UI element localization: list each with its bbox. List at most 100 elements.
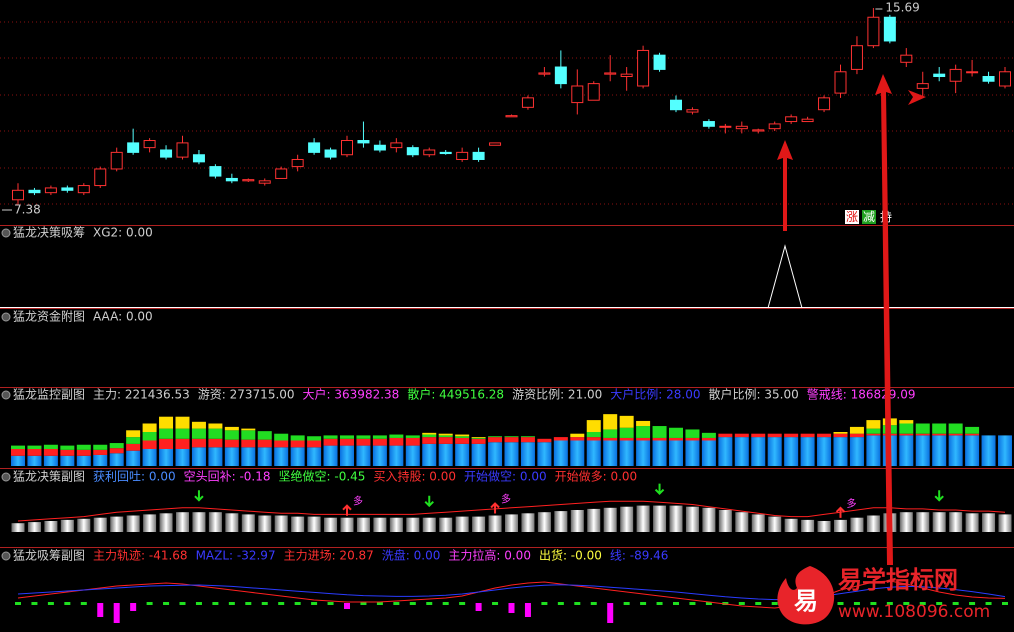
stack-segment <box>866 428 881 434</box>
sell-arrow <box>654 483 665 496</box>
stack-segment <box>866 420 881 429</box>
stack-segment <box>290 447 305 466</box>
stack-segment <box>438 435 453 438</box>
panel-icon <box>1 390 11 400</box>
flow-bar <box>393 602 400 605</box>
sell-arrow <box>194 490 204 502</box>
candle-body <box>242 179 255 182</box>
flow-bar <box>311 602 318 605</box>
stack-segment <box>142 440 157 449</box>
stack-segment <box>43 444 58 449</box>
panel-title: 猛龙决策副图 <box>13 470 85 484</box>
stack-segment <box>701 432 716 438</box>
stack-segment <box>899 420 914 424</box>
indicator-value: 主力进场: 20.87 <box>284 549 374 563</box>
stack-segment <box>915 423 930 434</box>
stack-segment <box>93 444 108 450</box>
stack-segment <box>323 435 338 439</box>
candle-body <box>308 142 321 153</box>
stack-segment <box>586 437 601 441</box>
stack-segment <box>800 433 815 438</box>
trend-bar <box>274 515 288 532</box>
stack-segment <box>504 442 519 466</box>
flow-bar <box>475 603 482 611</box>
flow-bar <box>771 602 778 605</box>
stack-segment <box>520 442 535 466</box>
candle-body <box>933 73 946 78</box>
trend-bar <box>356 517 370 532</box>
trend-bar <box>60 519 74 532</box>
stack-segment <box>142 432 157 441</box>
trend-bar <box>998 514 1012 532</box>
stack-segment <box>455 443 470 466</box>
stack-segment <box>603 414 618 430</box>
flow-bar <box>146 602 153 605</box>
site-name: 易学指标网 <box>838 566 958 594</box>
trend-bar <box>143 514 157 532</box>
stack-segment <box>372 435 387 439</box>
stack-segment <box>619 427 634 438</box>
flow-bar <box>607 603 614 623</box>
candle-body <box>324 149 337 158</box>
candle-body <box>225 177 238 182</box>
flow-bar <box>524 603 531 617</box>
flow-bar <box>705 602 712 605</box>
trend-bar <box>389 517 403 532</box>
indicator-value: 开始做多: 0.00 <box>555 469 638 484</box>
trend-bar <box>225 513 239 532</box>
stack-segment <box>224 439 239 448</box>
trend-bar <box>241 514 255 532</box>
stack-segment <box>422 437 437 444</box>
stack-segment <box>471 438 486 444</box>
stack-segment <box>27 445 42 449</box>
indicator-value: 获利回吐: 0.00 <box>93 470 176 484</box>
trend-bar <box>982 513 996 532</box>
buy-label: 多 <box>353 495 363 508</box>
trend-bar <box>126 515 140 532</box>
stack-segment <box>965 426 980 434</box>
stack-segment <box>274 433 289 441</box>
flow-bar <box>508 603 515 613</box>
flow-bar <box>294 602 301 605</box>
stack-segment <box>800 437 815 466</box>
indicator-value: 散户: 449516.28 <box>407 387 504 402</box>
trend-bar <box>768 516 782 532</box>
candle-body <box>768 123 781 130</box>
flow-bar <box>574 602 581 605</box>
trend-bar <box>949 512 963 532</box>
flow-bar <box>47 602 54 605</box>
candle-body <box>966 71 979 74</box>
flow-bar <box>228 602 235 605</box>
flow-bar <box>738 602 745 605</box>
trend-bar <box>817 521 831 532</box>
candle-body <box>752 129 765 132</box>
stack-segment <box>224 447 239 466</box>
flow-bar <box>492 602 499 605</box>
stack-segment <box>323 438 338 446</box>
stack-segment <box>553 440 568 466</box>
stack-segment <box>175 438 190 449</box>
indicator-value: 游资比例: 21.00 <box>512 388 602 402</box>
stack-segment <box>389 445 404 466</box>
stack-segment <box>636 440 651 466</box>
stack-segment <box>208 438 223 448</box>
annotation-arrows <box>777 74 926 565</box>
stack-segment <box>751 437 766 466</box>
stack-segment <box>93 449 108 455</box>
stack-segment <box>191 438 206 448</box>
stack-segment <box>405 445 420 466</box>
stack-segment <box>751 433 766 438</box>
stack-segment <box>866 435 881 466</box>
stack-segment <box>224 426 239 431</box>
stack-segment <box>767 433 782 438</box>
trend-bar <box>291 516 305 532</box>
candle-body <box>176 142 189 158</box>
flow-bar <box>837 602 844 605</box>
stack-segment <box>899 433 914 436</box>
trend-bar <box>373 517 387 532</box>
panel-icon <box>1 551 11 561</box>
panel-title: 猛龙决策吸筹 <box>13 226 85 240</box>
indicator-value: 开始做空: 0.00 <box>464 469 547 484</box>
stack-segment <box>290 440 305 448</box>
trend-bar <box>965 513 979 532</box>
